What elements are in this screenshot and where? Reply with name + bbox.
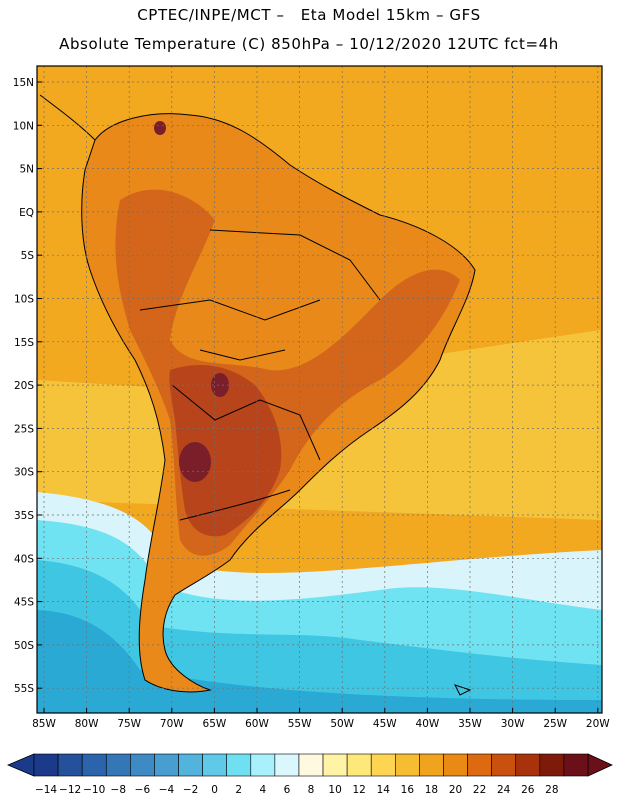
latitude-label: 45S bbox=[14, 597, 34, 609]
map-gridlines bbox=[37, 66, 602, 713]
colorbar-label: 0 bbox=[211, 784, 218, 796]
longitude-label: 50W bbox=[330, 718, 354, 730]
latitude-label: 20S bbox=[14, 380, 34, 392]
colorbar-arrow-left bbox=[6, 753, 35, 777]
longitude-labels: 85W 80W 75W 70W 65W 60W 55W 50W 45W 40W 35W 30W 25W 2… bbox=[32, 718, 610, 730]
colorbar-swatch bbox=[202, 753, 227, 777]
latitude-label: 35S bbox=[14, 510, 34, 522]
longitude-label: 85W bbox=[32, 718, 56, 730]
colorbar-label: −2 bbox=[183, 784, 198, 796]
longitude-label: 75W bbox=[117, 718, 141, 730]
latitude-label: 25S bbox=[14, 423, 34, 435]
colorbar-label: 14 bbox=[377, 784, 391, 796]
longitude-label: 80W bbox=[75, 718, 99, 730]
colorbar-swatch bbox=[563, 753, 589, 777]
colorbar-swatch bbox=[154, 753, 179, 777]
colorbar-swatch bbox=[370, 753, 396, 777]
colorbar-swatch bbox=[322, 753, 348, 777]
colorbar-swatch bbox=[250, 753, 276, 777]
colorbar-swatch bbox=[298, 753, 324, 777]
longitude-label: 30W bbox=[501, 718, 525, 730]
colorbar-swatch bbox=[178, 753, 203, 777]
colorbar-label: −12 bbox=[59, 784, 81, 796]
colorbar-swatch bbox=[226, 753, 252, 777]
latitude-label: 10S bbox=[14, 294, 34, 306]
colorbar bbox=[6, 753, 613, 777]
temperature-field bbox=[37, 66, 602, 713]
colorbar-swatch bbox=[33, 753, 59, 777]
colorbar-swatch bbox=[539, 753, 565, 777]
colorbar-label: 6 bbox=[284, 784, 291, 796]
colorbar-labels: −14 −12 −10 −8 −6 −4 −2 0 2 4 6 8 10 12 14 16 18 20 22 24 26… bbox=[35, 784, 559, 796]
longitude-label: 55W bbox=[288, 718, 312, 730]
colorbar-label: 2 bbox=[235, 784, 242, 796]
longitude-label: 60W bbox=[245, 718, 269, 730]
continent-very-hot bbox=[169, 365, 282, 537]
colorbar-label: −14 bbox=[35, 784, 57, 796]
colorbar-swatch bbox=[419, 753, 444, 777]
longitude-label: 70W bbox=[160, 718, 184, 730]
longitude-label: 35W bbox=[458, 718, 482, 730]
colorbar-label: 16 bbox=[401, 784, 415, 796]
latitude-label: 40S bbox=[14, 553, 34, 565]
hotspot-andes bbox=[154, 121, 166, 135]
latitude-label: 15S bbox=[14, 337, 34, 349]
colorbar-label: 24 bbox=[497, 784, 511, 796]
hotspot-chaco bbox=[179, 442, 211, 482]
colorbar-label: 26 bbox=[521, 784, 535, 796]
colorbar-label: −6 bbox=[135, 784, 151, 796]
latitude-label: 50S bbox=[14, 640, 34, 652]
hotspot-north bbox=[211, 373, 229, 397]
colorbar-label: 4 bbox=[259, 784, 266, 796]
latitude-labels: 15N 10N 5N EQ 5S 10S 15S 20S 25S 30S 35S 40S 45S 50S 5… bbox=[13, 77, 35, 695]
colorbar-arrow-right bbox=[587, 753, 613, 777]
colorbar-swatch bbox=[443, 753, 468, 777]
colorbar-label: 8 bbox=[308, 784, 315, 796]
latitude-label: 15N bbox=[13, 77, 34, 89]
colorbar-label: 20 bbox=[449, 784, 462, 796]
colorbar-swatch bbox=[491, 753, 517, 777]
latitude-label: 10N bbox=[13, 120, 34, 132]
colorbar-swatch bbox=[81, 753, 107, 777]
map-title-line1: CPTEC/INPE/MCT – Eta Model 15km – GFS bbox=[137, 6, 481, 24]
latitude-label: 30S bbox=[14, 467, 34, 479]
longitude-label: 65W bbox=[203, 718, 227, 730]
latitude-label: 55S bbox=[14, 683, 34, 695]
colorbar-swatch bbox=[346, 753, 372, 777]
longitude-label: 45W bbox=[373, 718, 397, 730]
colorbar-swatch bbox=[515, 753, 541, 777]
longitude-label: 20W bbox=[586, 718, 610, 730]
colorbar-label: 28 bbox=[545, 784, 558, 796]
map-title-line2: Absolute Temperature (C) 850hPa – 10/12/… bbox=[59, 35, 559, 53]
colorbar-label: 18 bbox=[425, 784, 438, 796]
coastlines bbox=[39, 94, 476, 696]
map-frame bbox=[36, 65, 603, 714]
latitude-label: EQ bbox=[19, 207, 34, 219]
colorbar-swatch bbox=[57, 753, 83, 777]
colorbar-label: −4 bbox=[159, 784, 175, 796]
axis-ticks bbox=[37, 81, 599, 713]
colorbar-label: −8 bbox=[111, 784, 126, 796]
colorbar-label: 22 bbox=[473, 784, 486, 796]
latitude-label: 5S bbox=[21, 250, 35, 262]
longitude-label: 40W bbox=[416, 718, 440, 730]
colorbar-label: −10 bbox=[83, 784, 105, 796]
colorbar-swatch bbox=[105, 753, 131, 777]
colorbar-swatch bbox=[274, 753, 300, 777]
colorbar-swatch bbox=[130, 753, 155, 777]
latitude-label: 5N bbox=[19, 164, 34, 176]
colorbar-swatch bbox=[467, 753, 492, 777]
colorbar-swatch bbox=[395, 753, 420, 777]
longitude-label: 25W bbox=[543, 718, 567, 730]
colorbar-label: 10 bbox=[328, 784, 341, 796]
colorbar-label: 12 bbox=[352, 784, 365, 796]
